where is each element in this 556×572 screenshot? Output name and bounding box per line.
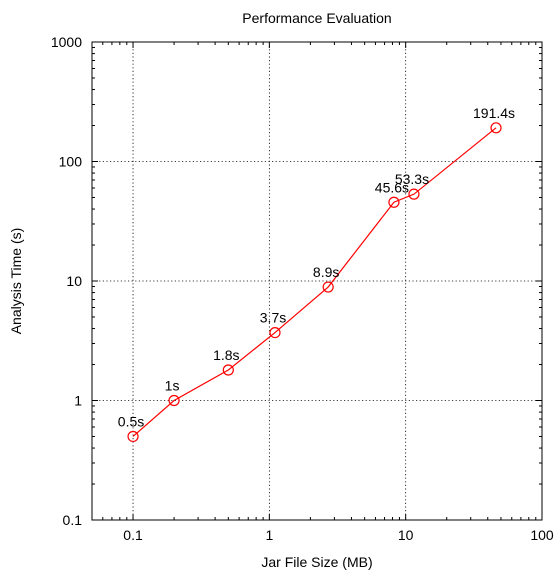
y-tick-label: 10: [66, 273, 82, 289]
data-point: [222, 364, 234, 376]
data-point: [269, 326, 281, 339]
data-point: [322, 281, 334, 293]
data-point: [490, 122, 502, 134]
data-point: [127, 430, 139, 443]
data-point: [408, 188, 420, 200]
y-tick-label: 1: [74, 393, 82, 409]
y-axis-title: Analysis Time (s): [8, 228, 24, 335]
data-label: 8.9s: [313, 264, 339, 280]
x-tick-label: 100: [530, 527, 554, 543]
data-label: 0.5s: [118, 413, 144, 429]
y-tick-label: 0.1: [63, 512, 83, 528]
data-label: 1.8s: [213, 347, 239, 363]
data-label: 191.4s: [473, 105, 515, 121]
series-line: [132, 127, 497, 437]
x-axis-title: Jar File Size (MB): [261, 554, 372, 570]
data-point: [168, 394, 180, 407]
data-point: [388, 196, 400, 208]
data-label: 45.6s: [375, 179, 409, 195]
x-tick-label: 10: [398, 527, 414, 543]
x-tick-label: 0.1: [123, 527, 143, 543]
data-label: 53.3s: [395, 171, 429, 187]
axis-ticks: 0.1 1 10 100 0.1 1 10 100 1000: [51, 34, 554, 543]
x-tick-label: 1: [265, 527, 273, 543]
data-label: 1s: [165, 378, 180, 394]
y-tick-label: 100: [59, 154, 83, 170]
grid: [92, 42, 542, 520]
y-tick-label: 1000: [51, 34, 82, 50]
data-label: 3.7s: [260, 310, 286, 326]
chart-title: Performance Evaluation: [242, 10, 391, 26]
